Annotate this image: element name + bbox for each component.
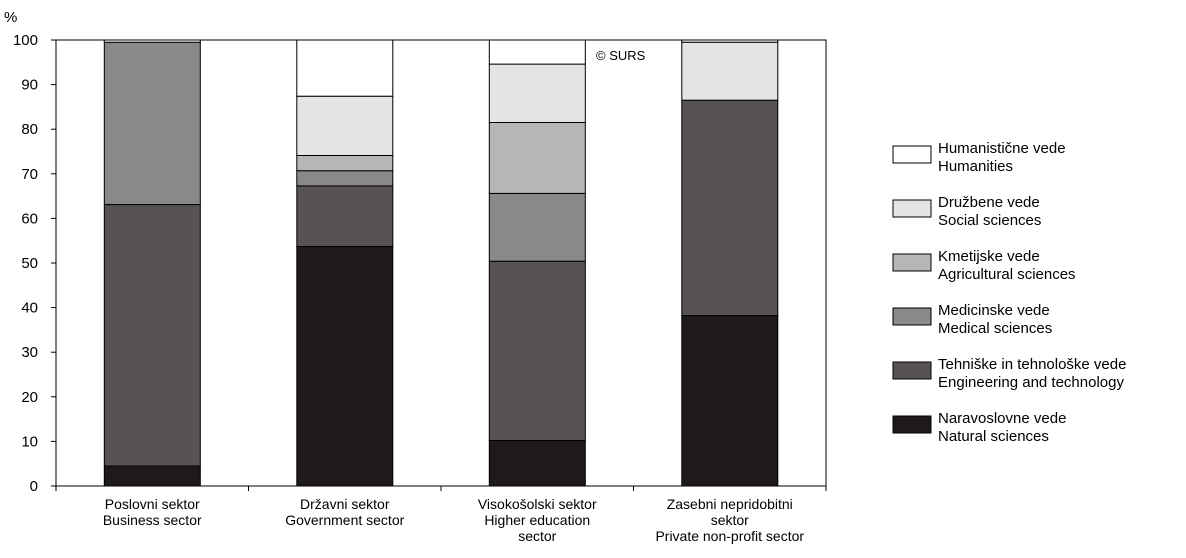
legend-label: Kmetijske vede	[938, 248, 1040, 265]
y-tick-label: 20	[21, 389, 38, 406]
bar-segment	[681, 41, 779, 101]
bar-segment	[296, 185, 394, 248]
bar-segment	[296, 95, 394, 156]
legend-label-en: Engineering and technology	[938, 374, 1124, 391]
bar-segment	[103, 41, 201, 206]
bar-segment	[296, 246, 394, 487]
bars-layer	[103, 39, 779, 487]
y-tick-label: 30	[21, 344, 38, 361]
legend-swatch	[892, 307, 932, 326]
axes-layer: 0 10 20 30 40 50 60 70 80 90 100	[13, 32, 827, 495]
legend-label: Tehniške in tehnološke vede	[938, 356, 1126, 373]
legend-label-en: Natural sciences	[938, 428, 1049, 445]
bar-segment	[488, 260, 586, 442]
legend-label: Medicinske vede	[938, 302, 1050, 319]
x-category-label: Government sector	[285, 512, 404, 528]
legend-label: Naravoslovne vede	[938, 410, 1066, 427]
x-category-label: Poslovni sektor	[105, 496, 200, 512]
y-tick-label: 40	[21, 300, 38, 317]
watermark: © SURS	[596, 48, 646, 63]
legend-label: Humanistične vede	[938, 140, 1066, 157]
x-category-label: Zasebni nepridobitni	[667, 496, 793, 512]
legend-label: Družbene vede	[938, 194, 1040, 211]
x-category-label: Visokošolski sektor	[478, 496, 597, 512]
legend-swatch	[892, 361, 932, 380]
bar-segment	[488, 440, 586, 487]
legend-swatch	[892, 145, 932, 164]
bar-segment	[681, 99, 779, 317]
y-tick-label: 80	[21, 121, 38, 138]
y-axis-unit: %	[4, 9, 17, 26]
legend-label-en: Medical sciences	[938, 320, 1052, 337]
bar-segment	[296, 170, 394, 187]
bar-segment	[488, 122, 586, 194]
x-category-label: Higher education	[484, 512, 590, 528]
x-category-label: Business sector	[103, 512, 202, 528]
legend-label-en: Humanities	[938, 158, 1013, 175]
y-tick-label: 0	[30, 478, 38, 495]
y-tick-label: 60	[21, 210, 38, 227]
legend-label-en: Social sciences	[938, 212, 1041, 229]
bar-segment	[488, 192, 586, 262]
bar-segment	[296, 39, 394, 97]
x-category-label: Državni sektor	[300, 496, 390, 512]
y-tick-label: 50	[21, 255, 38, 272]
bar-segment	[488, 39, 586, 65]
bar-segment	[488, 63, 586, 123]
bar-segment	[296, 155, 394, 172]
y-tick-label: 100	[13, 32, 38, 49]
bar-segment	[103, 204, 201, 467]
bar-segment	[103, 465, 201, 487]
x-category-label: sektor	[711, 512, 749, 528]
y-tick-label: 10	[21, 433, 38, 450]
legend-swatch	[892, 253, 932, 272]
y-tick-label: 70	[21, 166, 38, 183]
legend-swatch	[892, 199, 932, 218]
legend-swatch	[892, 415, 932, 434]
x-category-label: Private non-profit sector	[655, 528, 804, 544]
bar-segment	[681, 315, 779, 487]
y-tick-label: 90	[21, 77, 38, 94]
x-category-label: sector	[518, 528, 556, 544]
legend-label-en: Agricultural sciences	[938, 266, 1076, 283]
